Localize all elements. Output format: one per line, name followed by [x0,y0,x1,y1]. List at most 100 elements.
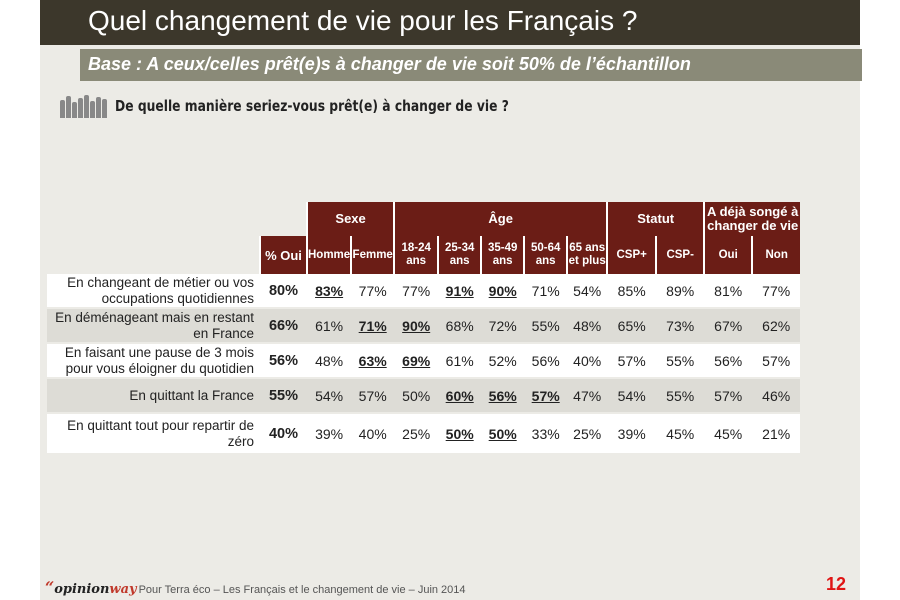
value-cell: 40% [567,343,608,379]
value: 54% [573,282,602,299]
value-cell: 68% [438,308,482,344]
value: 67% [714,317,743,334]
column-header: 50-64 ans [523,236,568,274]
table-row: En déménageant mais en restant en France… [47,308,801,344]
value-cell: 50% [394,378,439,414]
value: 61% [315,317,344,334]
value: 40% [358,425,387,442]
value: 57% [762,352,791,369]
value: 80% [268,282,299,299]
highlighted-value: 91% [445,282,474,299]
value-cell: 61% [307,308,352,344]
value: 39% [315,425,344,442]
table-row: En quittant la France 55% 54% 57% 50% 60% 56% 5… [47,378,801,414]
value-cell: 60% [438,378,482,414]
value: 73% [666,317,695,334]
group-header-statut: Statut [606,202,705,236]
column-header: 25-34 ans [437,236,482,274]
column-header: 35-49 ans [480,236,525,274]
row-label: En déménageant mais en restant en France [47,308,260,344]
value-cell: 21% [752,413,801,455]
footer-text: Pour Terra éco – Les Français et le chan… [138,584,466,596]
value-cell: 91% [438,274,482,309]
value: 57% [358,387,387,404]
page-number: 12 [826,574,847,594]
value: 77% [762,282,791,299]
column-header: CSP+ [606,236,657,274]
value: 55% [666,387,695,404]
value: 61% [445,352,474,369]
value-cell: 54% [307,378,352,414]
value: 33% [531,425,560,442]
value: 25% [573,425,602,442]
value-cell: 50% [438,413,482,455]
total-cell: 55% [260,378,307,414]
highlighted-value: 50% [488,425,517,442]
value-cell: 45% [656,413,705,455]
subtitle-bar [80,49,862,81]
value-cell: 57% [704,378,753,414]
column-header: Femme [350,236,395,274]
group-header-age: Âge [393,202,608,236]
column-header: CSP- [655,236,705,274]
value: 68% [445,317,474,334]
results-table: Sexe Âge Statut A déjà songé à changer d… [47,202,801,455]
group-header-deja-songe: A déjà songé à changer de vie [703,202,801,236]
value: 54% [315,387,344,404]
value-cell: 57% [524,378,568,414]
title-bar [40,0,860,45]
value-cell: 81% [704,274,753,309]
total-cell: 56% [260,343,307,379]
highlighted-value: 63% [358,352,387,369]
value-cell: 39% [607,413,657,455]
value: 45% [666,425,695,442]
value-cell: 47% [567,378,608,414]
value-cell: 83% [307,274,352,309]
highlighted-value: 90% [488,282,517,299]
value-cell: 71% [351,308,395,344]
value-cell: 72% [481,308,525,344]
slide-subtitle: Base : A ceux/celles prêt(e)s à changer … [88,54,691,74]
value-cell: 55% [656,343,705,379]
value: 56% [714,352,743,369]
value-cell: 61% [438,343,482,379]
row-label: En changeant de métier ou vos occupation… [47,274,260,309]
value-cell: 90% [394,308,439,344]
value: 52% [488,352,517,369]
value: 66% [268,317,299,334]
value-cell: 85% [607,274,657,309]
value-cell: 62% [752,308,801,344]
column-header: 18-24 ans [393,236,439,274]
highlighted-value: 60% [445,387,474,404]
value: 50% [402,387,431,404]
value-cell: 33% [524,413,568,455]
value-cell: 52% [481,343,525,379]
highlighted-value: 56% [488,387,517,404]
highlighted-value: 50% [445,425,474,442]
column-header: Homme [305,236,352,274]
question-text: De quelle manière seriez-vous prêt(e) à … [115,97,509,115]
value-cell: 71% [524,274,568,309]
value: 77% [402,282,431,299]
slide-title: Quel changement de vie pour les Français… [88,5,638,36]
value: 45% [714,425,743,442]
value-cell: 90% [481,274,525,309]
value: 62% [762,317,791,334]
value: 56% [531,352,560,369]
value-cell: 46% [752,378,801,414]
column-header: Non [751,236,801,274]
highlighted-value: 57% [531,387,560,404]
table-row: En changeant de métier ou vos occupation… [47,274,801,309]
value: 21% [762,425,791,442]
group-header-sexe: Sexe [305,202,395,236]
row-label: En faisant une pause de 3 mois pour vous… [47,343,260,379]
value-cell: 45% [704,413,753,455]
value: 55% [666,352,695,369]
value: 85% [617,282,646,299]
value: 39% [617,425,646,442]
value-cell: 40% [351,413,395,455]
value-cell: 48% [307,343,352,379]
value: 65% [617,317,646,334]
value: 55% [268,387,299,404]
value-cell: 54% [567,274,608,309]
